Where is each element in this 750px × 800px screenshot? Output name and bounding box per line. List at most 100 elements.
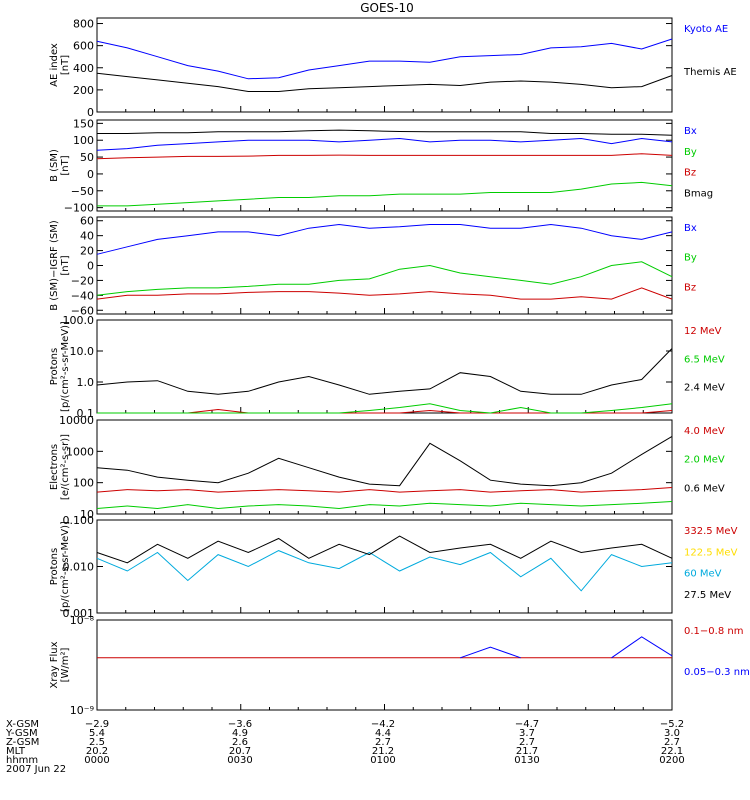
axis-table-value: 0100 [370, 755, 395, 766]
axis-table-value: 4.4 [375, 728, 391, 739]
axis-table-value: −2.9 [85, 719, 109, 730]
y-tick-label: 10 [80, 508, 94, 521]
y-tick-label: 100.0 [63, 314, 95, 327]
panel-frame [96, 519, 673, 614]
y-tick-label: 100 [73, 477, 94, 490]
axis-table-value: 0200 [659, 755, 684, 766]
series-line-0-6-mev [96, 435, 673, 487]
y-tick-label: 1.0 [77, 376, 95, 389]
series-line-4-0-mev [96, 487, 673, 493]
axis-table-value: 21.7 [516, 746, 538, 757]
axis-table-value: −4.2 [371, 719, 395, 730]
y-tick-label: 10000 [59, 414, 94, 427]
series-line-by [97, 181, 673, 207]
legend-label: Kyoto AE [684, 24, 728, 35]
legend-label: Bmag [684, 188, 713, 199]
y-tick-label: 400 [73, 62, 94, 75]
axis-table-value: 0000 [84, 755, 109, 766]
y-tick-label: 0.1 [77, 407, 95, 420]
y-axis-label: Protons[p/(cm²-s-sr-MeV)] [49, 321, 71, 412]
legend-label: By [684, 147, 697, 158]
y-axis-label: Xray Flux[W/m²] [49, 641, 71, 688]
legend-label: 27.5 MeV [684, 590, 731, 601]
axis-table-value: 5.4 [89, 728, 105, 739]
panel-frame [96, 17, 673, 113]
y-tick-label: 60 [80, 215, 94, 228]
series-line-2-0-mev [96, 501, 673, 510]
y-tick-label: 600 [73, 40, 94, 53]
legend-label: Themis AE [683, 67, 737, 78]
axis-table-value: 2.7 [375, 737, 391, 748]
series-line-bmag [97, 129, 673, 136]
y-tick-label: 800 [73, 18, 94, 31]
y-tick-label: 200 [73, 84, 94, 97]
panel-frame [96, 319, 673, 414]
legend-label: By [684, 253, 697, 264]
y-tick-label: 10⁻⁸ [70, 614, 95, 627]
legend-label: Bz [684, 282, 696, 293]
axis-table-value: 2.5 [89, 737, 105, 748]
y-tick-label: 10.0 [70, 345, 95, 358]
series-line-27-5-mev [96, 535, 673, 564]
y-tick-label: 50 [80, 151, 94, 164]
series-line-kyoto-ae [96, 38, 673, 80]
axis-table-value: 3.0 [664, 728, 680, 739]
panel-frame [96, 619, 673, 711]
axis-table-row-label: Z-GSM [6, 737, 39, 748]
y-tick-label: 40 [80, 230, 94, 243]
axis-table-value: 2.7 [519, 737, 535, 748]
legend-label: 6.5 MeV [684, 354, 725, 365]
legend-label: 0.6 MeV [684, 483, 725, 494]
legend-label: Bz [684, 168, 696, 179]
axis-table-value: 20.7 [229, 746, 251, 757]
y-tick-label: 20 [80, 245, 94, 258]
series-line-bx [96, 223, 673, 255]
y-tick-label: 10⁻⁹ [70, 704, 94, 717]
axis-table-row-label: X-GSM [6, 719, 39, 730]
y-tick-label: 0.100 [63, 514, 95, 527]
panel-frame [96, 419, 673, 515]
y-tick-label: −20 [71, 274, 94, 287]
y-tick-label: 1000 [66, 445, 94, 458]
axis-table-value: 2.7 [664, 737, 680, 748]
legend-label: 2.0 MeV [684, 455, 725, 466]
legend-label: Bx [684, 223, 697, 234]
y-tick-label: −40 [71, 289, 94, 302]
y-tick-label: 0.001 [63, 607, 95, 620]
y-tick-label: 0.010 [63, 561, 95, 574]
y-tick-label: 150 [73, 117, 94, 130]
panel-6: 0.001 0.010 0.100Protons[p/(cm²-s-sr-MeV)]… [49, 514, 738, 620]
axis-table-value: −5.2 [660, 719, 684, 730]
y-tick-label: 0 [87, 168, 94, 181]
y-tick-label: −100 [64, 202, 94, 215]
series-line-bz [96, 287, 673, 300]
axis-table-value: 2.6 [232, 737, 248, 748]
series-line-by [96, 261, 673, 296]
legend-label: 4.0 MeV [684, 426, 725, 437]
plot-date: 2007 Jun 22 [6, 764, 66, 775]
axis-table-value: −3.6 [228, 719, 252, 730]
axis-table-value: 22.1 [661, 746, 683, 757]
legend-label: 0.1−0.8 nm [684, 626, 743, 637]
axis-table-value: 0130 [514, 755, 539, 766]
legend-label: 2.4 MeV [684, 383, 725, 394]
y-tick-label: 100 [73, 134, 94, 147]
y-axis-label: AE index[nT] [49, 43, 71, 87]
axis-table-value: 3.7 [519, 728, 535, 739]
series-line-themis-ae [96, 72, 673, 92]
y-tick-label: −50 [71, 185, 94, 198]
legend-label: 60 MeV [684, 569, 722, 580]
y-axis-label: Electrons[e/(cm²-s-sr)] [49, 434, 71, 500]
legend-label: 0.05−0.3 nm [684, 667, 750, 678]
panel-3: −60 −40 −200 20 40 60 B (SM)−IGRF (SM)[nT] Bx By… [49, 215, 697, 318]
legend-label: 122.5 MeV [684, 547, 738, 558]
legend-label: Bx [684, 126, 697, 137]
axis-table-row-label: MLT [6, 746, 26, 757]
axis-table-value: 4.9 [232, 728, 248, 739]
axis-table-row-label: hhmm [6, 755, 38, 766]
chart-title: GOES-10 [360, 1, 414, 15]
series-line-bz [96, 153, 673, 160]
axis-table-value: 0030 [227, 755, 252, 766]
series-line-60-mev [96, 550, 673, 592]
